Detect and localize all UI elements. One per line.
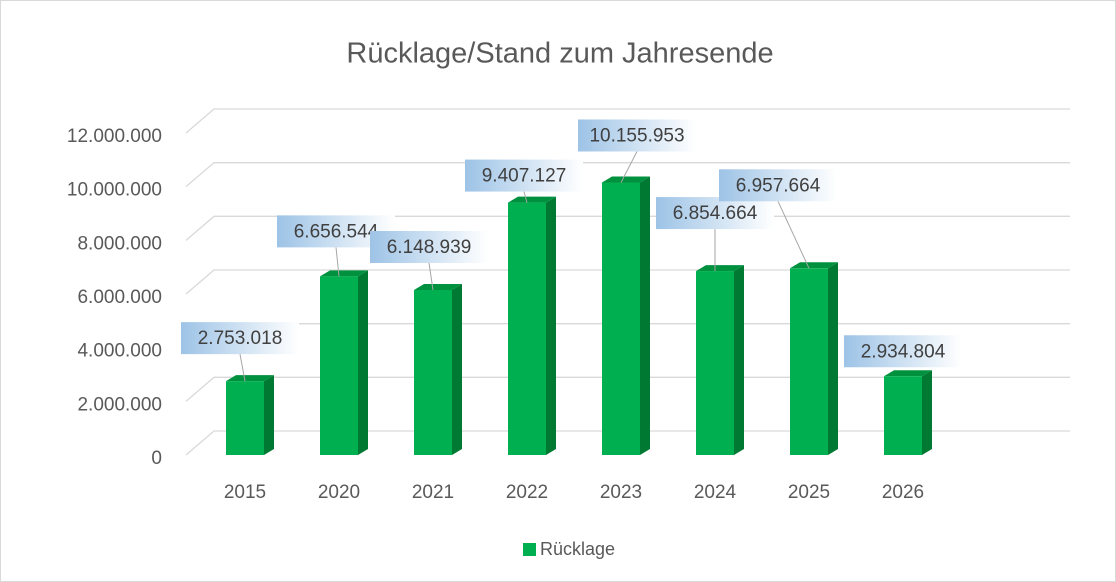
y-tick-label: 10.000.000 xyxy=(67,180,162,201)
bar-side xyxy=(640,176,650,455)
bar-side xyxy=(546,196,556,455)
y-tick-label: 4.000.000 xyxy=(77,341,162,362)
data-label-box xyxy=(656,197,774,230)
bar-side xyxy=(828,262,838,455)
grid-line xyxy=(185,108,1070,134)
bar-top xyxy=(884,370,932,377)
data-label: 6.854.664 xyxy=(673,203,758,224)
bar-top xyxy=(696,265,744,272)
y-tick-label: 12.000.000 xyxy=(67,126,162,147)
chart-title: Rücklage/Stand zum Jahresende xyxy=(346,38,773,70)
x-tick-label: 2026 xyxy=(882,482,924,503)
y-tick-label: 0 xyxy=(151,448,162,469)
bar-top xyxy=(790,262,838,269)
x-tick-label: 2024 xyxy=(694,482,737,503)
x-tick-label: 2020 xyxy=(318,482,360,503)
data-label: 9.407.127 xyxy=(482,166,567,187)
x-tick-label: 2025 xyxy=(788,482,830,503)
data-label-box xyxy=(578,119,696,152)
bar-top xyxy=(320,270,368,277)
x-tick-label: 2022 xyxy=(506,482,548,503)
grid-line xyxy=(185,376,1070,402)
bar-top xyxy=(508,196,556,203)
leader-line xyxy=(335,247,340,277)
leader-line xyxy=(777,201,810,269)
bar xyxy=(790,268,828,455)
bar-side xyxy=(922,370,932,455)
data-label: 6.656.544 xyxy=(294,221,379,242)
bar-side xyxy=(734,265,744,455)
bar xyxy=(508,202,546,455)
grid-line xyxy=(185,430,1070,456)
bar-side xyxy=(264,375,274,455)
bar xyxy=(320,276,358,455)
bar-side xyxy=(358,270,368,455)
leader-line xyxy=(523,191,528,203)
data-label: 6.957.664 xyxy=(736,175,821,196)
leader-line xyxy=(620,151,638,183)
data-label-box xyxy=(181,322,299,355)
bar xyxy=(884,376,922,455)
data-label-box xyxy=(370,231,488,264)
bar-side xyxy=(452,284,462,455)
grid-line xyxy=(185,162,1070,188)
bar xyxy=(696,271,734,455)
bar xyxy=(414,290,452,455)
bar-top xyxy=(602,176,650,183)
legend-swatch xyxy=(523,543,536,556)
data-label-box xyxy=(719,169,837,202)
data-label: 2.753.018 xyxy=(198,328,283,349)
data-label-box xyxy=(844,335,962,368)
leader-line xyxy=(239,354,246,382)
data-label: 2.934.804 xyxy=(861,341,946,362)
data-label-box xyxy=(465,159,583,192)
x-tick-label: 2021 xyxy=(412,482,454,503)
legend-label: Rücklage xyxy=(540,539,615,559)
x-tick-label: 2023 xyxy=(600,482,642,503)
y-tick-label: 8.000.000 xyxy=(77,233,162,254)
x-tick-label: 2015 xyxy=(224,482,266,503)
bar xyxy=(602,182,640,455)
y-tick-label: 2.000.000 xyxy=(77,394,162,415)
data-label: 10.155.953 xyxy=(589,125,684,146)
y-tick-label: 6.000.000 xyxy=(77,287,162,308)
bar xyxy=(226,381,264,455)
bar-top xyxy=(414,284,462,291)
data-label: 6.148.939 xyxy=(387,237,472,258)
grid-line xyxy=(185,269,1070,295)
leader-line xyxy=(428,262,434,291)
bar-top xyxy=(226,375,274,382)
